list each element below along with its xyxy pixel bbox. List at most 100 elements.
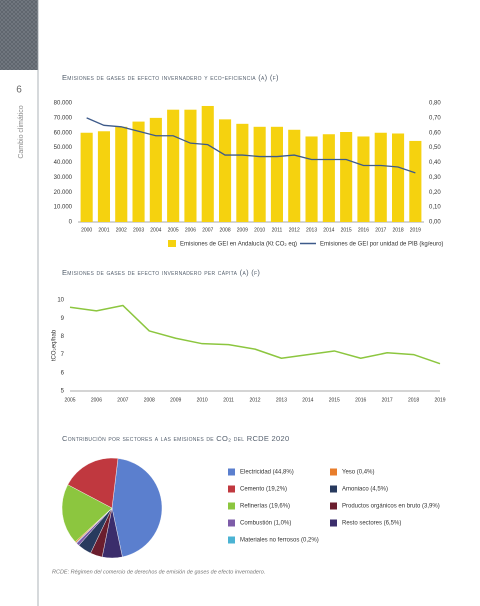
bar <box>149 117 162 222</box>
legend-swatch <box>228 519 235 527</box>
x-tick-label: 2011 <box>272 227 283 233</box>
x-tick-label: 2016 <box>358 227 369 233</box>
x-tick-label: 2019 <box>434 397 445 403</box>
pie-slice <box>67 457 119 509</box>
y2-tick-label: 0,30 <box>429 175 441 181</box>
y-tick-label: 50.000 <box>54 145 73 151</box>
y-tick-label: 80.000 <box>54 101 73 107</box>
bar <box>391 133 405 222</box>
y2-tick-label: 0,10 <box>429 205 441 211</box>
x-tick-label: 2012 <box>249 397 260 403</box>
x-tick-label: 2011 <box>223 397 234 403</box>
legend-swatch <box>168 240 176 247</box>
bar <box>236 123 249 222</box>
x-tick-label: 2015 <box>329 397 340 403</box>
legend-label: Electricidad (44,8%) <box>240 470 294 476</box>
y2-tick-label: 0,70 <box>429 115 441 121</box>
bar <box>80 132 93 222</box>
x-tick-label: 2009 <box>170 397 181 403</box>
line-series <box>86 117 416 174</box>
x-tick-label: 2010 <box>197 397 208 403</box>
legend-swatch <box>228 502 235 510</box>
x-tick-label: 2000 <box>81 227 92 233</box>
y2-tick-label: 0,40 <box>429 160 441 166</box>
bar <box>167 109 180 222</box>
bar <box>322 134 335 222</box>
y-tick-label: 10 <box>57 298 64 304</box>
legend-label: Amoniaco (4,5%) <box>342 487 388 493</box>
bar <box>374 132 387 222</box>
y-tick-label: 9 <box>61 316 65 322</box>
bar <box>357 136 370 222</box>
x-tick-label: 2014 <box>323 227 334 233</box>
bar <box>132 121 145 222</box>
x-tick-label: 2007 <box>117 397 128 403</box>
chart-title: Emisiones de gases de efecto invernadero… <box>62 268 260 277</box>
pie-slice <box>111 458 163 558</box>
x-tick-label: 2019 <box>410 227 421 233</box>
legend-label: Resto sectores (6,5%) <box>342 521 401 527</box>
x-tick-label: 2010 <box>254 227 265 233</box>
footnote: RCDE: Régimen del comercio de derechos d… <box>52 569 265 575</box>
y-tick-label: 30.000 <box>54 175 73 181</box>
legend-label: Yeso (0,4%) <box>342 470 374 476</box>
y2-tick-label: 0,80 <box>429 101 441 107</box>
bar <box>115 126 128 222</box>
y-tick-label: 8 <box>61 334 65 340</box>
y-tick-label: 5 <box>61 389 65 395</box>
x-tick-label: 2017 <box>375 227 386 233</box>
legend-label: Materiales no ferrosos (0,2%) <box>240 538 319 544</box>
y-tick-label: 6 <box>61 370 65 376</box>
legend-swatch <box>330 468 337 476</box>
chart-title: Contribución por sectores a las emisione… <box>62 434 289 443</box>
legend-label: Emisiones de GEI en Andalucía (Kt CO₂ eq… <box>180 242 297 248</box>
chart-title: Emisiones de gases de efecto invernadero… <box>62 73 279 82</box>
corner-pattern <box>0 0 38 70</box>
x-tick-label: 2001 <box>98 227 109 233</box>
x-tick-label: 2015 <box>341 227 352 233</box>
legend-swatch <box>228 468 235 476</box>
x-tick-label: 2005 <box>168 227 179 233</box>
legend-label: Emisiones de GEI por unidad de PIB (kg/e… <box>320 242 443 248</box>
x-tick-label: 2013 <box>276 397 287 403</box>
bar <box>270 126 284 222</box>
legend-swatch <box>330 519 337 527</box>
x-tick-label: 2004 <box>150 227 161 233</box>
y-tick-label: 40.000 <box>54 160 73 166</box>
y-axis-label: tCO₂eq/hab <box>52 329 58 361</box>
y-tick-label: 20.000 <box>54 190 73 196</box>
bar <box>253 126 266 222</box>
bar <box>201 105 214 222</box>
y-tick-label: 70.000 <box>54 115 73 121</box>
x-tick-label: 2005 <box>64 397 75 403</box>
x-tick-label: 2002 <box>116 227 127 233</box>
x-tick-label: 2006 <box>185 227 196 233</box>
y2-tick-label: 0,50 <box>429 145 441 151</box>
legend-label: Productos orgánicos en bruto (3,9%) <box>342 504 440 510</box>
x-tick-label: 2007 <box>202 227 213 233</box>
y-tick-label: 0 <box>69 220 73 226</box>
y2-tick-label: 0,20 <box>429 190 441 196</box>
x-tick-label: 2008 <box>144 397 155 403</box>
legend-label: Refinerías (19,6%) <box>240 504 290 510</box>
pie-slice <box>61 484 113 543</box>
y-tick-label: 60.000 <box>54 130 73 136</box>
x-tick-label: 2013 <box>306 227 317 233</box>
y2-tick-label: 0,00 <box>429 220 441 226</box>
y-tick-label: 7 <box>61 352 65 358</box>
x-tick-label: 2003 <box>133 227 144 233</box>
bar <box>184 109 197 222</box>
bar <box>409 140 422 222</box>
line-series <box>69 304 441 365</box>
y2-tick-label: 0,60 <box>429 130 441 136</box>
x-tick-label: 2018 <box>392 227 403 233</box>
x-tick-label: 2006 <box>91 397 102 403</box>
legend-swatch <box>330 502 337 510</box>
legend-swatch <box>228 485 235 493</box>
bar <box>97 131 111 222</box>
legend-swatch <box>330 485 337 493</box>
bar <box>340 132 353 222</box>
bar <box>288 129 301 222</box>
bar <box>305 136 318 222</box>
x-tick-label: 2014 <box>302 397 313 403</box>
